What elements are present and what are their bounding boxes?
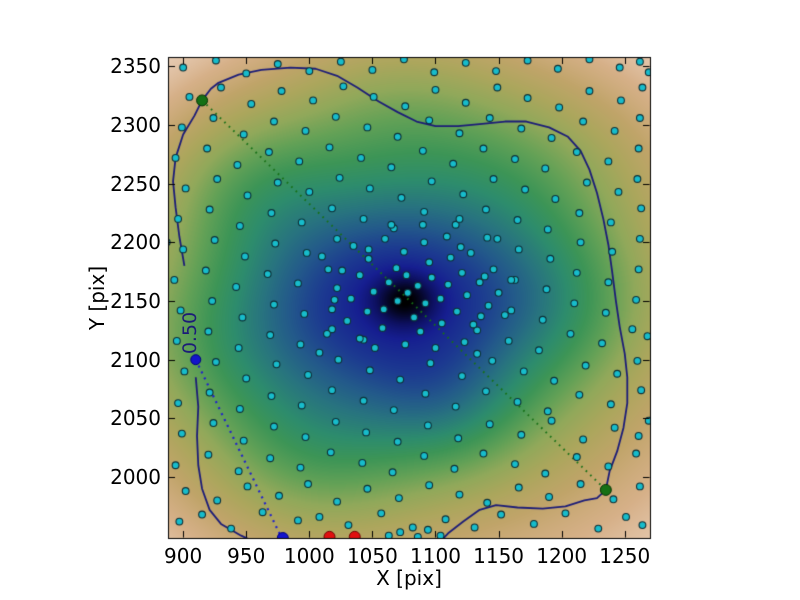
y-tick-label: 2200 [110,230,161,255]
x-tick-label: 950 [227,544,266,568]
contour-level-label: 0.50 [179,311,202,354]
y-tick-label: 2100 [110,347,161,372]
y-axis-title: Y [pix] [85,265,109,330]
x-tick-label: 1200 [536,544,588,568]
x-tick-label: 1150 [473,544,525,568]
x-tick-label: 1100 [410,544,461,568]
y-tick-label: 2350 [110,54,161,79]
x-tick-label: 900 [164,544,203,568]
y-tick-label: 2250 [110,171,161,196]
y-tick-label: 2300 [110,113,161,138]
x-tick-label: 1000 [283,544,335,568]
x-tick-label: 1250 [599,544,651,568]
x-axis-title: X [pix] [376,566,442,590]
x-tick-label: 1050 [346,544,398,568]
y-tick-label: 2150 [110,289,161,314]
y-tick-label: 2000 [110,464,161,489]
y-tick-label: 2050 [110,406,161,431]
